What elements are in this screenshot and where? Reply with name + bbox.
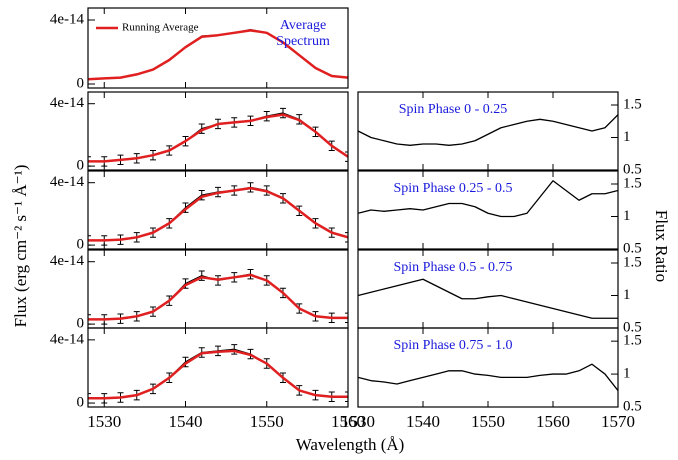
panel-frame — [357, 327, 619, 408]
panel-frame — [87, 91, 349, 171]
plot-area — [358, 278, 618, 319]
annotation-box: Average Spectrum — [276, 18, 330, 49]
data-line — [88, 349, 348, 400]
x-tick-label: 1530 — [341, 412, 375, 431]
y-tick-label: 0 — [77, 75, 85, 91]
y-tick-label: 0.5 — [623, 161, 642, 177]
y-tick-label: 0.5 — [623, 319, 642, 335]
y-tick-label: 1 — [623, 366, 631, 382]
y-tick-label: 4e-14 — [50, 95, 85, 111]
annotation-box: Spin Phase 0.5 - 0.75 — [393, 260, 513, 275]
plot-area — [88, 28, 348, 81]
data-line — [88, 273, 348, 321]
y-tick-label: 0 — [77, 158, 85, 174]
plot-area — [358, 363, 618, 391]
data-line — [358, 180, 618, 218]
annotation: Spin Phase 0.75 - 1.0 — [393, 338, 513, 353]
y-tick-label: 4e-14 — [50, 174, 85, 190]
y-tick-label: 1 — [623, 208, 631, 224]
y-tick-label: 4e-14 — [50, 11, 85, 27]
plot-area — [88, 344, 348, 404]
y-tick-label: 1.5 — [623, 254, 642, 270]
data-line — [88, 348, 348, 399]
x-axis-label: Wavelength (Å) — [296, 435, 405, 454]
error-bar — [345, 151, 348, 162]
y-tick-label: 1 — [623, 129, 631, 145]
x-tick-label: 1550 — [250, 412, 284, 431]
annotation: Spin Phase 0.5 - 0.75 — [393, 260, 513, 275]
plot-area — [88, 182, 348, 246]
annotation-box: Spin Phase 0.75 - 1.0 — [393, 338, 513, 353]
y-tick-label: 0 — [77, 316, 85, 332]
y-tick-label: 0 — [77, 394, 85, 410]
plot-area — [358, 180, 618, 218]
data-line — [358, 278, 618, 319]
panel-frame — [87, 249, 349, 329]
x-tick-label: 1540 — [169, 412, 203, 431]
error-bar — [345, 391, 348, 402]
y2-axis-label: Flux Ratio — [652, 210, 671, 282]
y-tick-label: 0.5 — [623, 240, 642, 256]
y-tick-label: 1.5 — [623, 175, 642, 191]
y-tick-label: 0.5 — [623, 398, 642, 414]
y-axis-label: Flux (erg cm⁻² s⁻¹ Å⁻¹) — [11, 165, 30, 328]
data-line — [88, 113, 348, 163]
annotation-box: Spin Phase 0.25 - 0.5 — [393, 181, 513, 196]
x-tick-label: 1540 — [406, 412, 440, 431]
annotation: Average Spectrum — [276, 18, 330, 49]
x-tick-label: 1560 — [331, 412, 365, 431]
panel-frame — [357, 91, 619, 171]
panel-frame — [87, 327, 349, 408]
panel-frame — [87, 7, 349, 89]
y-tick-label: 4e-14 — [50, 331, 85, 347]
annotation: Spin Phase 0.25 - 0.5 — [393, 181, 513, 196]
y-tick-label: 1 — [623, 287, 631, 303]
plot-area — [358, 114, 618, 146]
x-tick-label: 1530 — [87, 412, 121, 431]
x-tick-label: 1570 — [601, 412, 635, 431]
panel-frame — [357, 170, 619, 250]
error-bar — [345, 312, 348, 324]
plot-area — [88, 269, 348, 325]
data-line — [88, 186, 348, 242]
annotation: Spin Phase 0 - 0.25 — [398, 102, 508, 117]
y-tick-label: 1.5 — [623, 96, 642, 112]
panel-frame — [87, 170, 349, 250]
y-tick-label: 0 — [77, 237, 85, 253]
running-average-line — [88, 29, 348, 81]
x-tick-label: 1550 — [471, 412, 505, 431]
y-tick-label: 4e-14 — [50, 253, 85, 269]
x-tick-label: 1560 — [536, 412, 570, 431]
annotation-box: Spin Phase 0 - 0.25 — [398, 102, 508, 117]
error-bar — [345, 232, 348, 243]
legend-label: Running Average — [122, 22, 199, 34]
data-line — [358, 363, 618, 391]
y-tick-label: 1.5 — [623, 333, 642, 349]
plot-area — [88, 107, 348, 167]
data-line — [358, 114, 618, 146]
